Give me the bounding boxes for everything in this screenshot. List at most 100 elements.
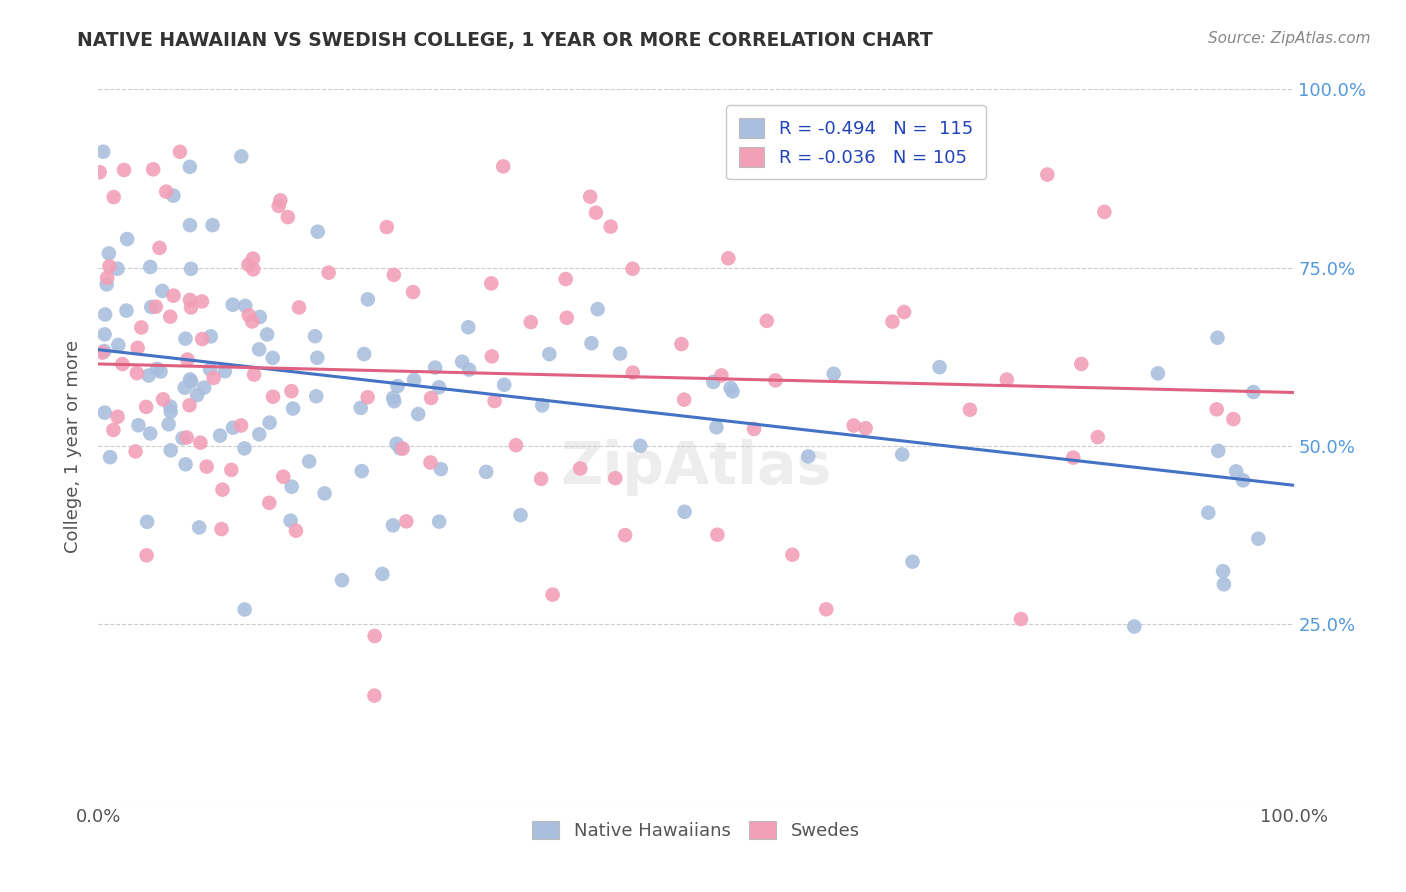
Point [188,520,211,534]
Point [581,336,603,351]
Point [240,314,263,328]
Point [382,391,405,405]
Text: Source: ZipAtlas.com: Source: ZipAtlas.com [1208,31,1371,46]
Point [430,462,453,476]
Point [180,261,202,276]
Point [995,372,1018,386]
Point [479,277,502,291]
Point [176,430,198,444]
Legend: Native Hawaiians, Swedes: Native Hawaiians, Swedes [526,814,866,847]
Point [621,366,644,380]
Text: ZipAtlas: ZipAtlas [561,439,831,496]
Point [262,351,284,365]
Point [569,461,592,475]
Point [505,438,527,452]
Point [554,272,576,286]
Point [1197,506,1219,520]
Point [233,442,256,456]
Point [136,515,159,529]
Point [959,402,981,417]
Point [402,285,425,299]
Point [112,163,135,178]
Point [176,352,198,367]
Point [107,338,129,352]
Point [1232,474,1254,488]
Point [609,346,631,360]
Point [419,455,441,469]
Point [141,300,163,314]
Point [97,246,120,260]
Point [159,310,181,324]
Point [162,288,184,302]
Point [1010,612,1032,626]
Point [127,418,149,433]
Point [706,527,728,541]
Point [307,225,329,239]
Point [330,573,353,587]
Point [621,261,644,276]
Point [174,457,197,471]
Point [107,409,129,424]
Point [179,398,201,412]
Point [93,327,115,342]
Point [427,380,450,394]
Point [238,308,260,322]
Point [91,145,114,159]
Point [169,145,191,159]
Point [231,149,253,163]
Point [267,199,290,213]
Point [94,406,117,420]
Point [179,372,201,386]
Point [127,341,149,355]
Point [307,351,329,365]
Point [901,555,924,569]
Point [673,505,696,519]
Point [585,205,607,219]
Point [200,329,222,343]
Point [381,518,404,533]
Point [494,377,516,392]
Point [298,454,321,468]
Point [288,301,311,315]
Point [823,367,845,381]
Point [180,301,202,315]
Point [382,394,405,409]
Point [531,398,554,412]
Point [174,332,197,346]
Point [96,270,118,285]
Point [357,293,380,307]
Point [350,401,373,415]
Point [186,388,208,402]
Point [363,689,385,703]
Point [1247,532,1270,546]
Point [201,218,224,232]
Point [420,391,443,405]
Point [202,371,225,385]
Point [423,360,446,375]
Point [179,160,201,174]
Point [125,366,148,380]
Point [152,392,174,407]
Point [1206,331,1229,345]
Point [172,431,194,445]
Point [721,384,744,399]
Point [179,293,201,307]
Point [115,303,138,318]
Point [395,514,418,528]
Point [673,392,696,407]
Point [1241,384,1264,399]
Point [402,373,425,387]
Point [94,308,117,322]
Point [586,302,609,317]
Point [1222,412,1244,426]
Point [928,360,950,375]
Point [855,421,877,435]
Point [475,465,498,479]
Point [145,300,167,314]
Point [191,294,214,309]
Point [103,423,125,437]
Point [1087,430,1109,444]
Point [190,435,212,450]
Point [138,368,160,383]
Point [1225,464,1247,478]
